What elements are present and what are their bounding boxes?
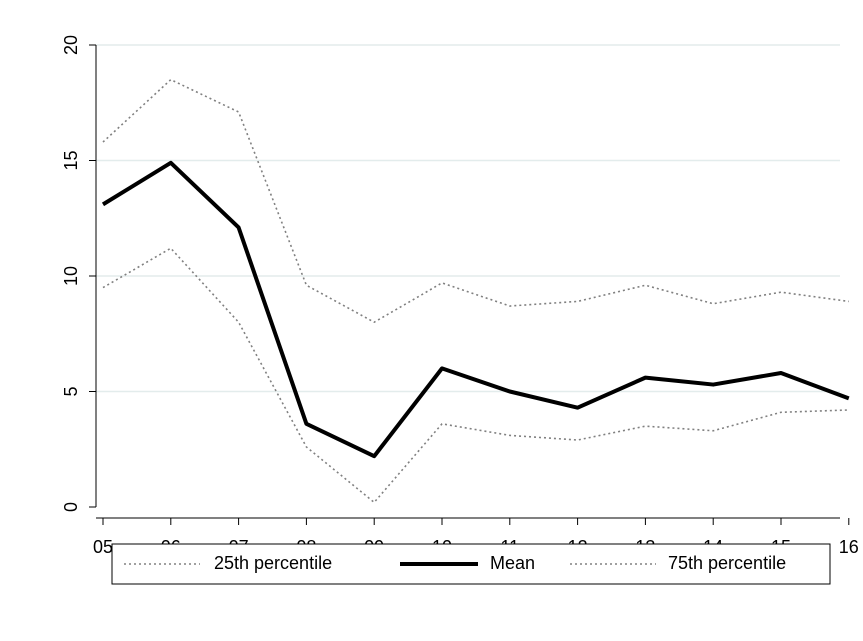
legend: 25th percentile Mean 75th percentile <box>112 544 830 584</box>
legend-label: Mean <box>490 553 535 573</box>
legend-label: 75th percentile <box>668 553 786 573</box>
y-tick-label: 0 <box>61 502 81 512</box>
x-tick-label: 16 <box>839 537 859 557</box>
x-tick-label: 05 <box>93 537 113 557</box>
y-tick-label: 15 <box>61 150 81 170</box>
legend-label: 25th percentile <box>214 553 332 573</box>
y-tick-label: 20 <box>61 35 81 55</box>
y-tick-label: 5 <box>61 386 81 396</box>
y-tick-label: 10 <box>61 266 81 286</box>
